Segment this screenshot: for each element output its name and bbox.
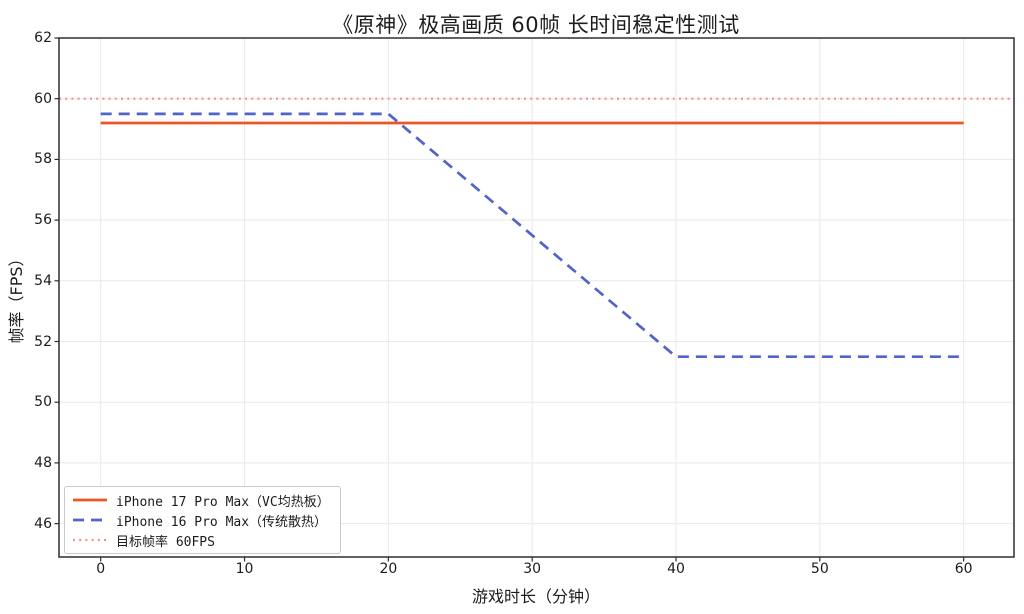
legend-line-sample [73, 538, 107, 542]
legend-item: iPhone 16 Pro Max（传统散热） [73, 510, 330, 530]
y-tick-label: 62 [34, 30, 52, 46]
y-tick-label: 60 [34, 90, 52, 107]
legend-label: iPhone 17 Pro Max（VC均热板） [116, 494, 330, 510]
y-tick-label: 54 [34, 272, 52, 289]
x-tick-label: 40 [667, 561, 685, 577]
y-tick-label: 52 [34, 333, 52, 350]
series-line-1 [100, 112, 964, 359]
grid-layer [59, 37, 1014, 557]
legend-label: iPhone 16 Pro Max（传统散热） [116, 514, 328, 530]
x-tick-label: 10 [235, 561, 254, 577]
y-tick-label: 46 [34, 515, 52, 532]
series-layer [59, 97, 1014, 359]
chart-title: 《原神》极高画质 60帧 长时间稳定性测试 [332, 13, 740, 37]
y-tick-label: 58 [34, 151, 52, 168]
x-tick-label: 20 [379, 561, 398, 577]
legend-line-sample [73, 498, 107, 502]
y-axis-label: 帧率（FPS） [7, 250, 26, 344]
x-tick-label: 50 [810, 561, 829, 577]
y-tick-label: 56 [34, 212, 52, 229]
x-axis-label: 游戏时长（分钟） [471, 587, 601, 606]
legend-item: iPhone 17 Pro Max（VC均热板） [73, 490, 330, 510]
legend: iPhone 17 Pro Max（VC均热板） iPhone 16 Pro Ma… [64, 486, 341, 554]
x-tick-label: 30 [523, 561, 542, 577]
legend-line-sample [73, 518, 107, 522]
legend-label: 目标帧率 60FPS [116, 534, 215, 550]
x-tick-label: 0 [96, 561, 106, 577]
plot-border [58, 37, 1015, 558]
y-tick-label: 50 [34, 394, 52, 411]
x-tick-label: 60 [954, 561, 973, 577]
y-tick-label: 48 [34, 454, 52, 471]
legend-item: 目标帧率 60FPS [73, 530, 330, 550]
tick-marks [54, 37, 965, 562]
